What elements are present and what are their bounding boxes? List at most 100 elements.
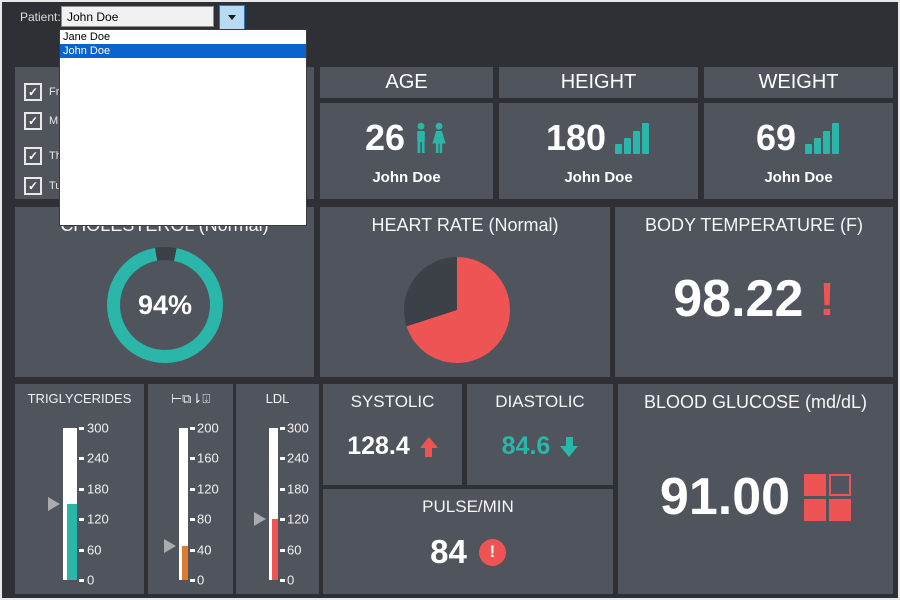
ldl-title: LDL [265,391,290,406]
chevron-down-icon [228,15,236,20]
filter-row: ✓ Tu [24,177,61,195]
gauge-tick-label: 180 [287,481,309,497]
weight-header-label: WEIGHT [758,71,839,93]
male-female-icon [417,122,446,153]
gauge-tick-label: 80 [197,511,212,527]
age-header-label: AGE [385,71,428,93]
height-tile: 180 John Doe [499,103,698,199]
cholesterol-percent: 94% [137,289,193,320]
gauge-tick-label: 120 [87,511,109,527]
gauge-tick-mark [79,487,84,491]
gauge-track [269,428,278,580]
gauge-tick-mark [79,457,84,461]
blood-glucose-tile: BLOOD GLUCOSE (md/dL) 91.00 [618,384,893,594]
systolic-tile: SYSTOLIC 128.4 [323,384,462,485]
gauge-tick-label: 60 [87,542,102,558]
patient-input[interactable] [61,6,214,27]
alert-circle-glyph: ! [489,542,496,561]
gauge-tick-mark [79,518,84,522]
gauge-tick-mark [190,518,195,522]
gauge-tick-label: 300 [87,420,109,436]
gauge-tick-mark [280,427,285,430]
gauge-fill [182,545,188,580]
heart-rate-tile: HEART RATE (Normal) [320,207,610,377]
gauge-tick-mark [280,487,285,491]
systolic-value: 128.4 [347,432,410,460]
checkbox[interactable]: ✓ [24,83,42,101]
grid-squares-icon [804,473,852,521]
patient-dropdown-list[interactable]: Jane Doe John Doe [59,29,307,226]
checkbox[interactable]: ✓ [24,112,42,130]
filter-row: ✓ M. [24,112,61,130]
gauge-tick-label: 120 [287,511,309,527]
age-value: 26 [364,116,406,158]
weight-header: WEIGHT [704,67,893,98]
gauge-fill [272,519,278,580]
gauge-pointer[interactable] [48,497,60,511]
heart-rate-pie-chart [404,257,510,363]
pulse-value: 84 [430,533,467,570]
checkbox[interactable]: ✓ [24,147,42,165]
gauge-tick-label: 60 [287,542,302,558]
alert-exclamation-icon: ! [819,273,835,325]
cholesterol-tile: CHOLESTEROL (Normal) 94% [15,207,314,377]
weight-tile: 69 John Doe [704,103,893,199]
gauge-pointer[interactable] [254,512,266,527]
gauge-tick-label: 240 [87,450,109,466]
gauge-tick-label: 0 [87,572,95,588]
alert-circle-icon: ! [478,538,506,566]
gauge-tick-label: 200 [197,420,219,436]
height-value: 180 [545,116,607,158]
gauge-fill [67,504,77,580]
patient-dropdown-button[interactable] [219,5,245,30]
gauge-tick-mark [280,518,285,522]
cholesterol-donut-chart: 94% [107,247,223,363]
ldl-tile: LDL 300 240 180 120 60 0 [236,384,319,594]
height-header: HEIGHT [499,67,698,98]
gauge-pointer[interactable] [164,538,176,553]
gauge-tick-mark [280,457,285,461]
arrow-down-icon [560,436,579,457]
gauge-tick-mark [190,487,195,491]
donut-hole [120,260,210,350]
filter-row: ✓ Th [24,147,62,165]
gauge-tick-mark [190,579,195,582]
diastolic-tile: DIASTOLIC 84.6 [467,384,613,485]
height-header-label: HEIGHT [560,71,637,93]
gauge-tick-label: 120 [197,481,219,497]
gauge-tick-label: 0 [197,572,205,588]
checkbox-label: Th [49,150,62,162]
weight-value: 69 [755,116,797,158]
gauge-tick-label: 300 [287,420,309,436]
height-patient-name: John Doe [564,168,633,186]
checkbox-label: Tu [49,180,62,192]
gauge-tick-mark [190,427,195,430]
gauge-tick-label: 40 [197,542,212,558]
age-header: AGE [320,67,493,98]
bar-chart-icon [615,122,650,154]
gauge-tick-label: 0 [287,572,295,588]
heart-rate-title: HEART RATE (Normal) [371,215,559,235]
systolic-title: SYSTOLIC [350,392,435,411]
blood-glucose-value: 91.00 [659,468,791,526]
dropdown-option[interactable]: John Doe [60,44,306,58]
checkbox[interactable]: ✓ [24,177,42,195]
hdl-tile: ⊢⧉⇂⍗ 200 160 120 80 40 0 [148,384,233,594]
gauge-tick-label: 240 [287,450,309,466]
filter-row: ✓ Fr [24,83,59,101]
gauge-tick-label: 160 [197,450,219,466]
body-temperature-value: 98.22 [673,270,804,328]
checkbox-label: Fr [49,86,60,98]
diastolic-value: 84.6 [501,432,551,460]
gauge-tick-label: 180 [87,481,109,497]
gauge-tick-mark [190,548,195,552]
blood-glucose-title: BLOOD GLUCOSE (md/dL) [643,392,868,412]
age-tile: 26 John Doe [320,103,493,199]
body-temperature-tile: BODY TEMPERATURE (F) 98.22 ! [615,207,893,377]
dropdown-option[interactable]: Jane Doe [63,31,111,43]
gauge-tick-mark [280,579,285,582]
patient-label: Patient: [20,10,61,24]
gauge-tick-mark [79,579,84,582]
gauge-tick-mark [190,457,195,461]
